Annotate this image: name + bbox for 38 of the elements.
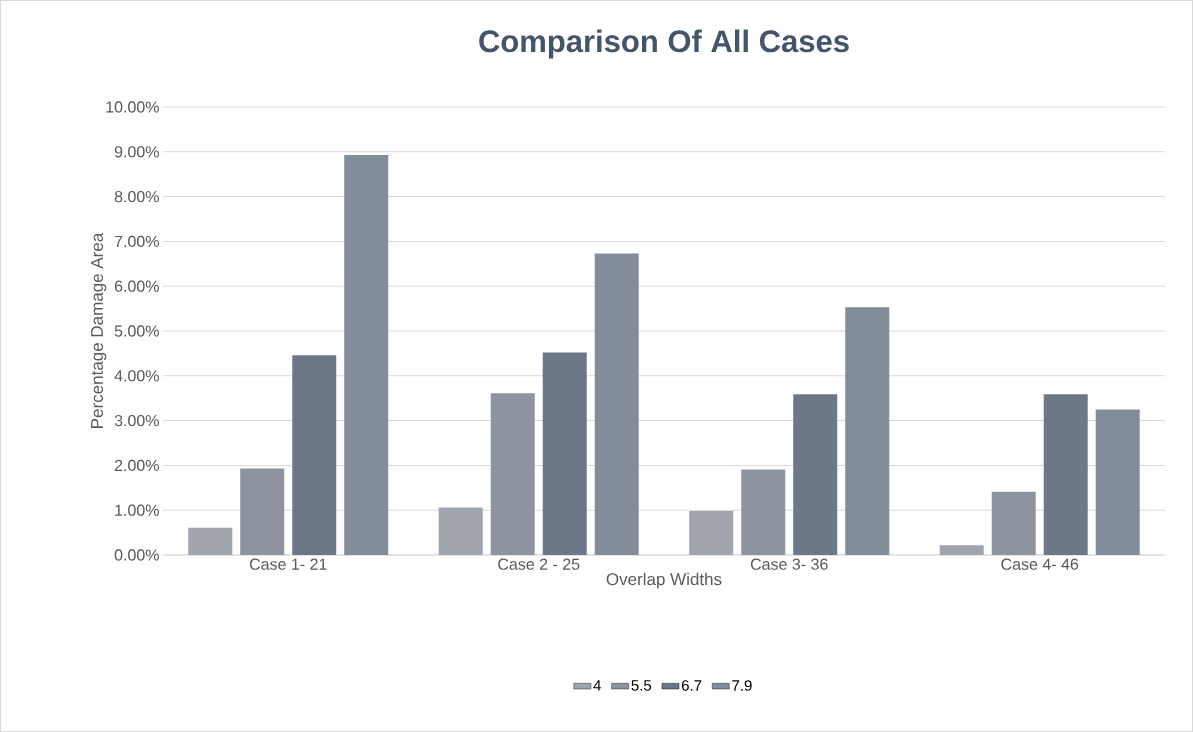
y-tick-label: 6.00%	[114, 280, 159, 292]
y-axis-title: Percentage Damage Area	[91, 232, 107, 428]
bar	[490, 393, 535, 555]
y-tick-label: 0.00%	[114, 549, 159, 561]
legend-label: 4	[593, 680, 601, 691]
y-tick-label: 3.00%	[114, 414, 159, 427]
y-tick-label: 4.00%	[114, 370, 159, 382]
legend-label: 6.7	[681, 680, 702, 691]
x-axis-title: Overlap Widths	[606, 572, 722, 589]
bar	[594, 253, 639, 555]
y-tick-label: 10.00%	[106, 101, 159, 113]
y-tick-label: 7.00%	[114, 235, 159, 248]
bar	[344, 154, 389, 555]
bar	[188, 527, 233, 555]
y-tick-label: 1.00%	[115, 504, 159, 516]
bar	[240, 468, 285, 555]
chart-title: Comparison Of All Cases	[479, 29, 849, 59]
bar	[793, 394, 838, 555]
y-tick-label: 8.00%	[114, 190, 159, 203]
y-tick-label: 2.00%	[114, 459, 159, 472]
x-tick-label: Case 3- 36	[750, 558, 828, 570]
legend-label: 7.9	[732, 680, 752, 691]
bar	[741, 469, 786, 555]
y-tick-label: 5.00%	[114, 325, 159, 337]
x-tick-label: Case 1- 21	[249, 558, 327, 570]
x-tick-label: Case 2 - 25	[498, 558, 580, 570]
x-tick-label: Case 4- 46	[1001, 558, 1079, 570]
bar	[991, 491, 1036, 555]
bar	[939, 545, 984, 555]
legend-label: 5.5	[631, 680, 652, 691]
bar	[1043, 394, 1088, 555]
bar	[438, 507, 483, 555]
bar	[1095, 409, 1140, 555]
bar	[845, 307, 890, 555]
bar	[542, 352, 587, 555]
bar	[292, 355, 337, 555]
bar	[689, 511, 734, 555]
y-tick-label: 9.00%	[114, 146, 159, 158]
